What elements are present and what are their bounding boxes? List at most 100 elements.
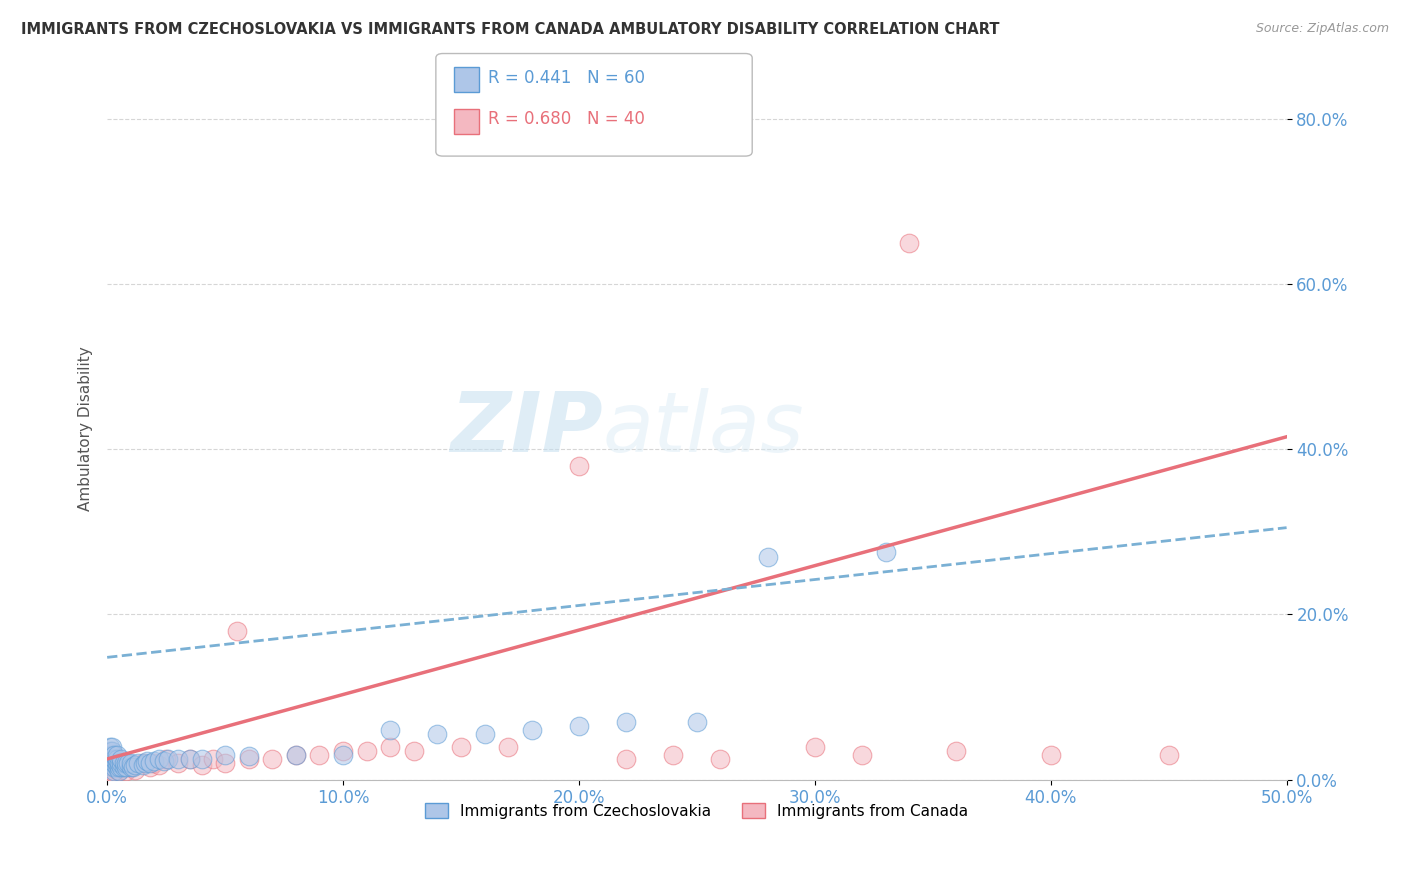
Point bbox=[851, 747, 873, 762]
Point bbox=[105, 752, 128, 766]
Text: Source: ZipAtlas.com: Source: ZipAtlas.com bbox=[1256, 22, 1389, 36]
Legend: Immigrants from Czechoslovakia, Immigrants from Canada: Immigrants from Czechoslovakia, Immigran… bbox=[419, 797, 974, 824]
Point bbox=[115, 756, 138, 770]
Point bbox=[1157, 747, 1180, 762]
Point bbox=[709, 752, 731, 766]
Text: atlas: atlas bbox=[603, 388, 804, 469]
Point bbox=[614, 714, 637, 729]
Point bbox=[101, 764, 124, 779]
Point bbox=[214, 747, 236, 762]
Point bbox=[143, 755, 166, 769]
Point bbox=[945, 744, 967, 758]
Point bbox=[179, 752, 201, 766]
Point bbox=[138, 756, 160, 770]
Point bbox=[108, 764, 131, 779]
Point bbox=[875, 545, 897, 559]
Point bbox=[356, 744, 378, 758]
Point bbox=[110, 752, 132, 766]
Point bbox=[101, 744, 124, 758]
Point bbox=[117, 756, 139, 770]
Point bbox=[686, 714, 709, 729]
Point bbox=[110, 760, 132, 774]
Y-axis label: Ambulatory Disability: Ambulatory Disability bbox=[79, 346, 93, 511]
Point bbox=[112, 756, 135, 770]
Point bbox=[120, 760, 142, 774]
Point bbox=[167, 756, 190, 770]
Text: ZIP: ZIP bbox=[450, 388, 603, 469]
Point bbox=[101, 756, 124, 770]
Point bbox=[105, 760, 128, 774]
Point bbox=[103, 764, 125, 779]
Point bbox=[110, 760, 132, 774]
Point bbox=[155, 752, 177, 766]
Point bbox=[124, 757, 146, 772]
Point bbox=[380, 723, 402, 737]
Point bbox=[756, 549, 779, 564]
Point bbox=[214, 756, 236, 770]
Point bbox=[98, 768, 121, 782]
Point bbox=[167, 752, 190, 766]
Point bbox=[108, 764, 131, 779]
Point bbox=[131, 757, 153, 772]
Point bbox=[105, 747, 128, 762]
Point bbox=[190, 752, 212, 766]
Point bbox=[238, 749, 260, 764]
Point bbox=[136, 755, 159, 769]
Point bbox=[101, 739, 124, 754]
Point bbox=[124, 763, 146, 777]
Point bbox=[131, 756, 153, 770]
Point bbox=[98, 752, 121, 766]
Point bbox=[614, 752, 637, 766]
Point bbox=[284, 747, 307, 762]
Point bbox=[122, 760, 145, 774]
Point bbox=[103, 747, 125, 762]
Point bbox=[115, 760, 138, 774]
Point bbox=[110, 756, 132, 770]
Point bbox=[380, 739, 402, 754]
Point bbox=[120, 760, 142, 774]
Point bbox=[238, 752, 260, 766]
Point bbox=[101, 760, 124, 774]
Point bbox=[225, 624, 247, 638]
Point bbox=[284, 747, 307, 762]
Point bbox=[112, 760, 135, 774]
Point bbox=[804, 739, 827, 754]
Point bbox=[202, 752, 225, 766]
Point bbox=[103, 760, 125, 774]
Point bbox=[103, 766, 125, 780]
Point bbox=[98, 739, 121, 754]
Point bbox=[152, 755, 174, 769]
Point bbox=[101, 752, 124, 766]
Point bbox=[105, 756, 128, 770]
Point bbox=[1039, 747, 1062, 762]
Point bbox=[568, 719, 591, 733]
Point bbox=[134, 756, 156, 770]
Point bbox=[105, 763, 128, 777]
Point bbox=[332, 747, 354, 762]
Point bbox=[474, 727, 496, 741]
Point bbox=[108, 756, 131, 770]
Point bbox=[98, 744, 121, 758]
Point bbox=[127, 756, 149, 770]
Point bbox=[98, 747, 121, 762]
Point bbox=[662, 747, 685, 762]
Text: IMMIGRANTS FROM CZECHOSLOVAKIA VS IMMIGRANTS FROM CANADA AMBULATORY DISABILITY C: IMMIGRANTS FROM CZECHOSLOVAKIA VS IMMIGR… bbox=[21, 22, 1000, 37]
Point bbox=[520, 723, 543, 737]
Point bbox=[179, 752, 201, 766]
Point bbox=[262, 752, 284, 766]
Point bbox=[120, 756, 142, 770]
Point bbox=[332, 744, 354, 758]
Point bbox=[101, 747, 124, 762]
Point bbox=[426, 727, 449, 741]
Point bbox=[108, 760, 131, 774]
Point bbox=[148, 752, 170, 766]
Point bbox=[402, 744, 425, 758]
Point bbox=[148, 757, 170, 772]
Point bbox=[103, 756, 125, 770]
Point bbox=[190, 757, 212, 772]
Point bbox=[308, 747, 330, 762]
Point bbox=[450, 739, 472, 754]
Point bbox=[138, 760, 160, 774]
Point bbox=[98, 756, 121, 770]
Point bbox=[103, 752, 125, 766]
